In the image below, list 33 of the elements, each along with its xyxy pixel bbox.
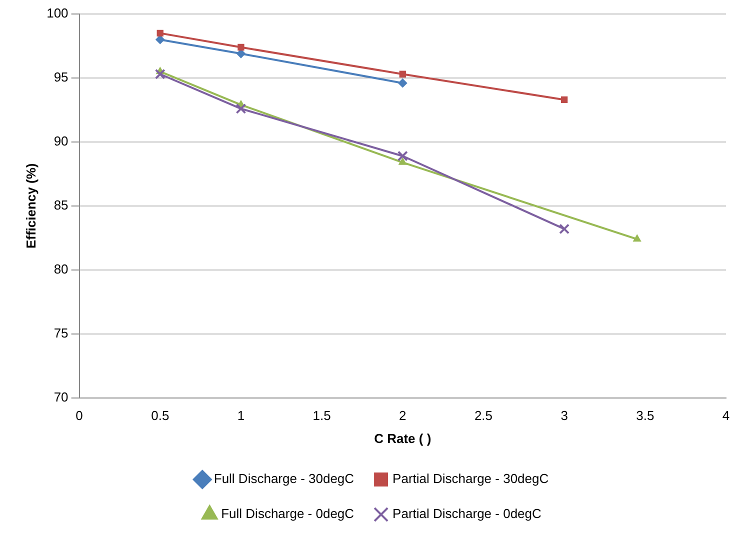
point [399, 70, 406, 78]
x-tick-label: 0 [76, 408, 83, 424]
x-tick-label: 2.5 [474, 408, 493, 424]
point [633, 234, 642, 242]
x-tick-label: 1 [237, 408, 245, 424]
x-tick-label: 2 [399, 408, 406, 424]
y-tick-label: 90 [54, 134, 68, 149]
legend-label: Partial Discharge - 0degC [392, 506, 542, 522]
legend-label: Full Discharge - 0degC [221, 506, 354, 522]
point [156, 30, 164, 37]
y-tick-label: 95 [54, 70, 68, 85]
point [238, 44, 244, 51]
x-tick-label: 4 [722, 408, 730, 424]
y-tick-label: 75 [54, 325, 68, 340]
y-tick-label: 80 [54, 261, 68, 276]
y-tick-label: 100 [46, 6, 68, 21]
point [154, 68, 166, 80]
point [397, 150, 408, 162]
y-tick-label: 70 [54, 389, 68, 404]
x-tick-label: 3.5 [636, 408, 654, 424]
y-tick-label: 85 [54, 197, 68, 212]
x-tick-label: 3 [560, 408, 568, 424]
legend-label: Full Discharge - 30degC [214, 471, 354, 486]
legend-label: Partial Discharge - 30degC [392, 471, 549, 486]
x-axis-title: C Rate ( ) [374, 430, 432, 446]
point [398, 158, 407, 165]
point [236, 103, 246, 114]
x-tick-label: 0.5 [151, 408, 170, 424]
point [398, 78, 408, 88]
point [559, 224, 570, 234]
y-axis-title: Efficiency (%) [23, 163, 38, 249]
x-tick-label: 1.5 [312, 408, 331, 424]
point [560, 96, 568, 104]
